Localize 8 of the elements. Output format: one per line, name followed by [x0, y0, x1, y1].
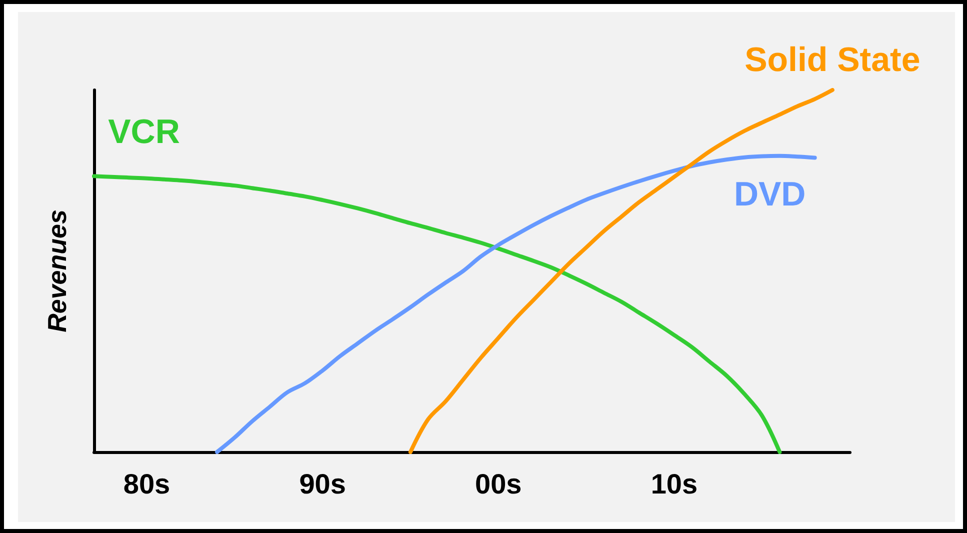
- x-tick-label: 90s: [299, 468, 346, 500]
- x-tick-label: 80s: [123, 468, 170, 500]
- x-tick-label: 00s: [475, 468, 522, 500]
- y-axis-title: Revenues: [42, 210, 72, 332]
- x-tick-label: 10s: [650, 468, 698, 500]
- series-label: VCR: [108, 113, 180, 152]
- series-label: Solid State: [744, 41, 920, 79]
- series-label: DVD: [734, 176, 806, 214]
